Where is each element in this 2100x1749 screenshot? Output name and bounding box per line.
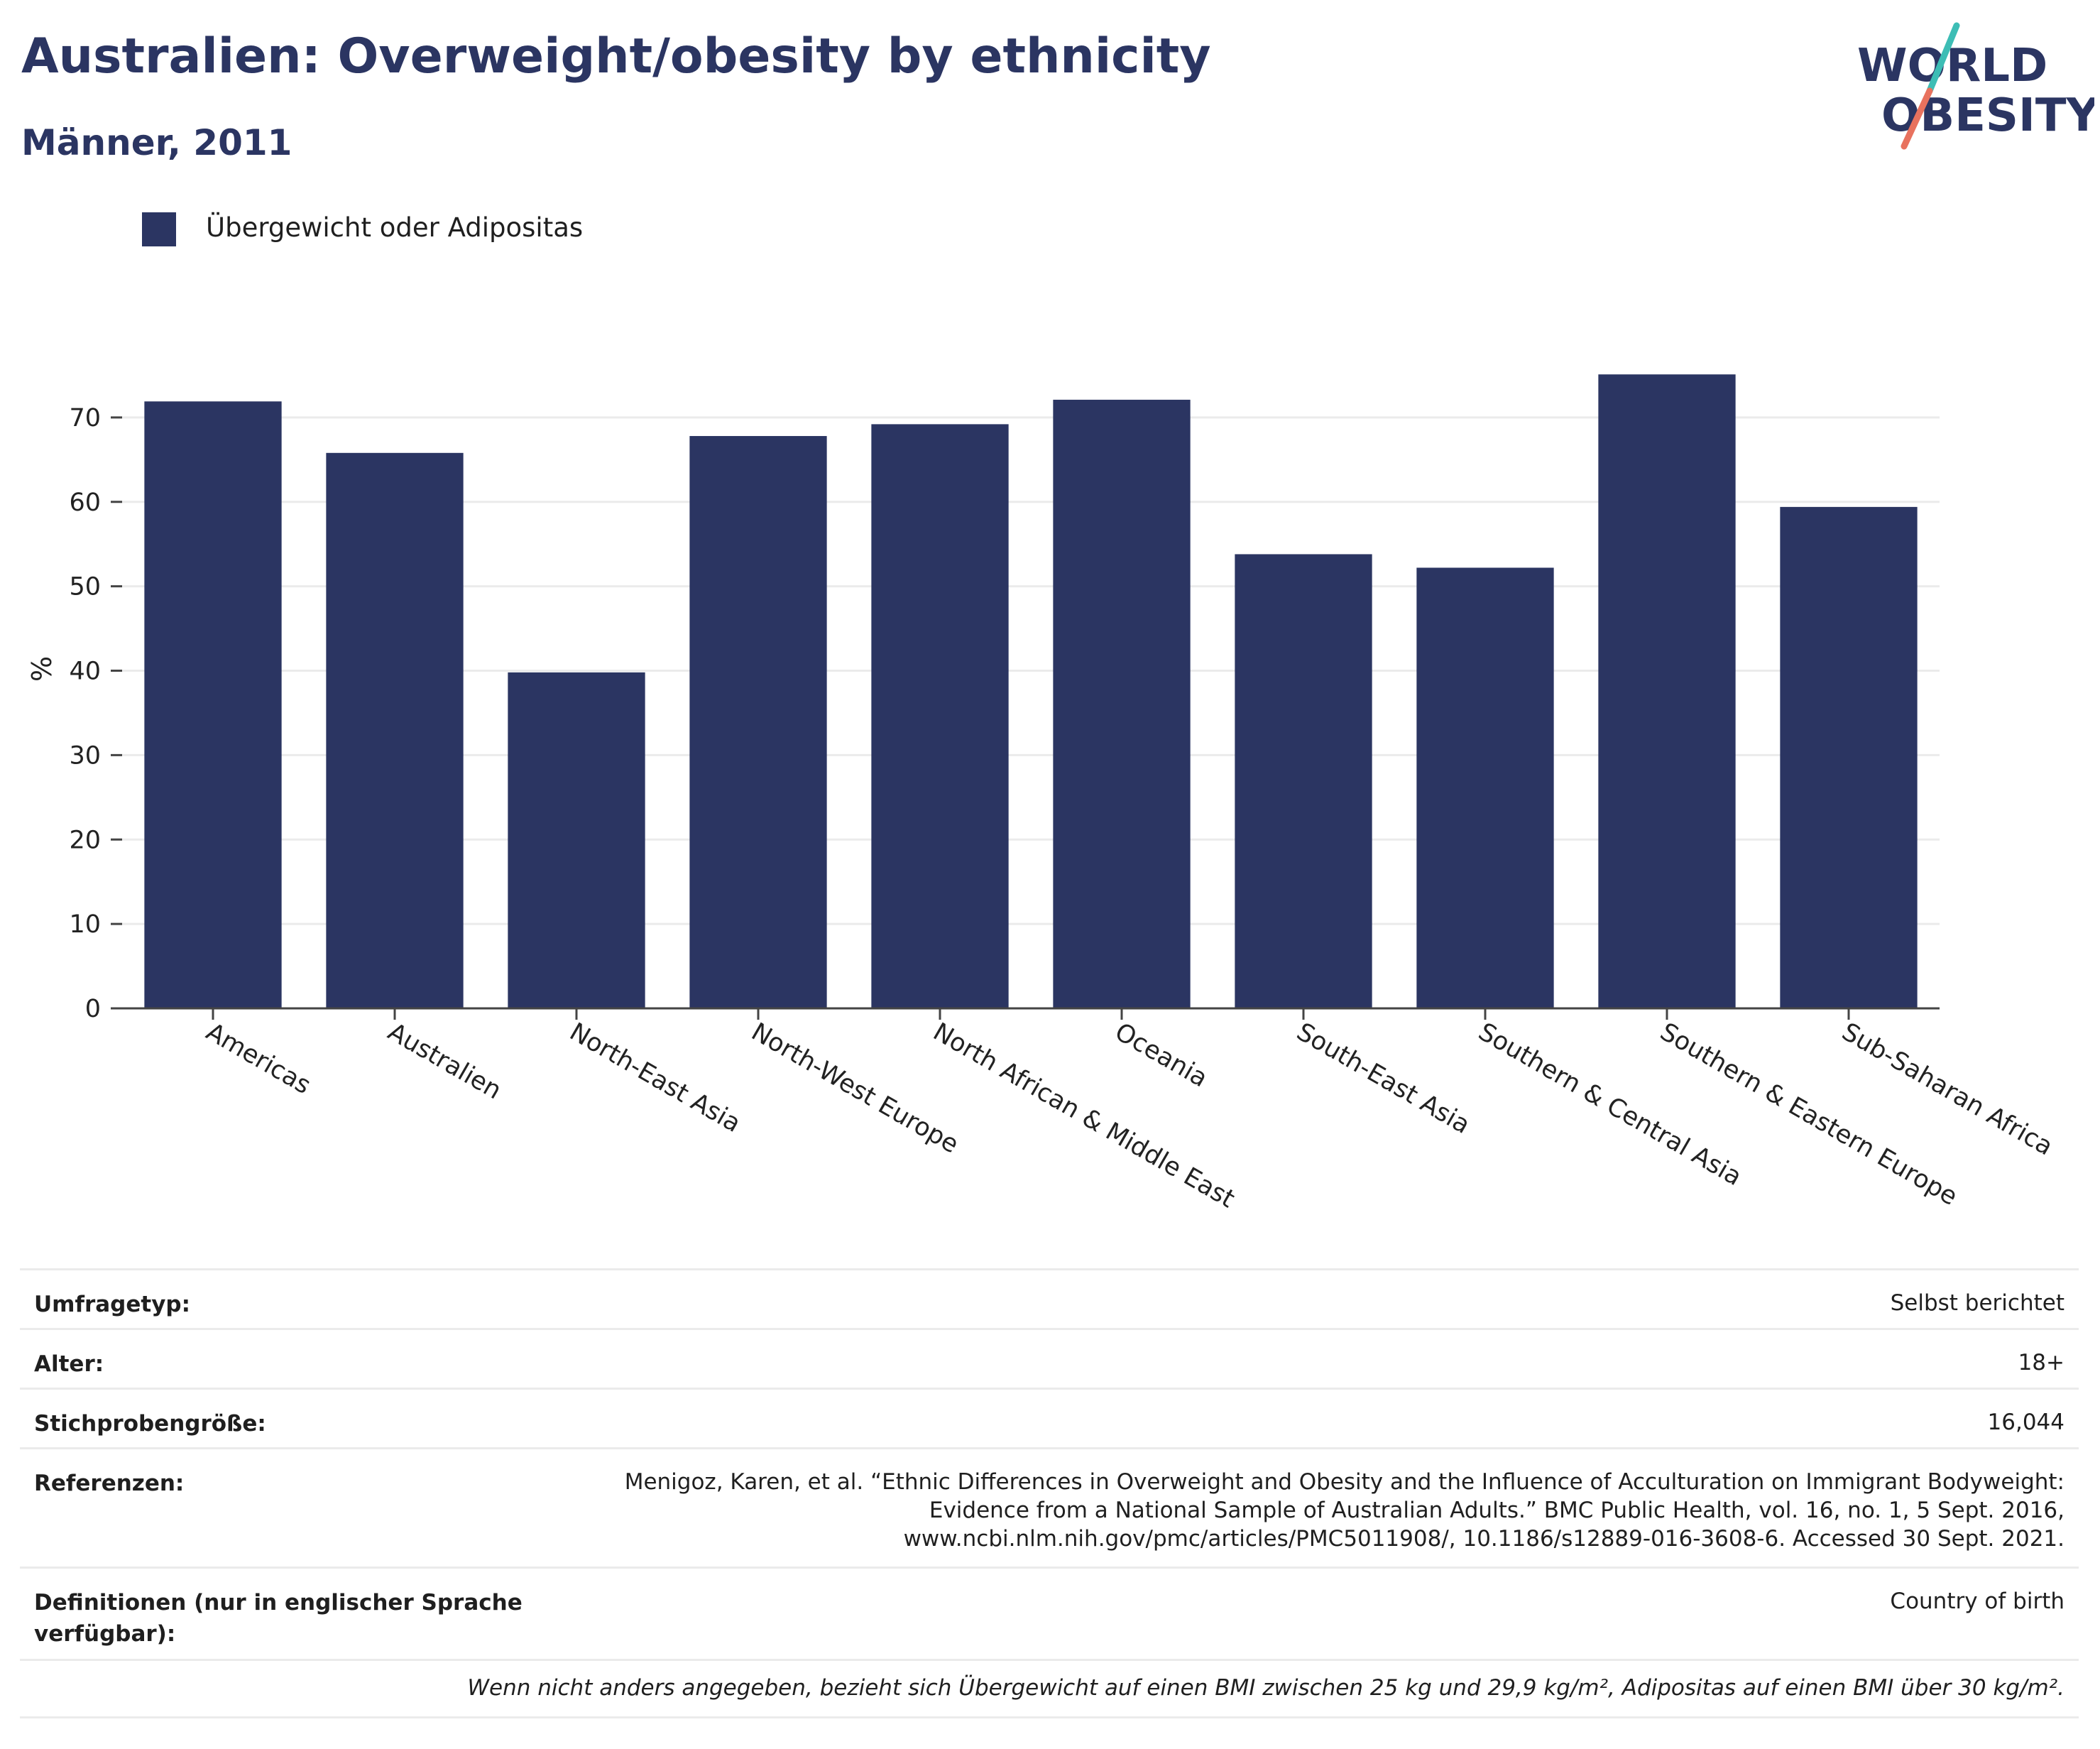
legend-label: Übergewicht oder Adipositas [206, 212, 584, 243]
x-tick-label: Southern & Eastern Europe [1656, 1018, 1962, 1211]
info-table: Umfragetyp: Selbst berichtet Alter: 18+ … [20, 1268, 2079, 1718]
bar [1598, 374, 1736, 1008]
legend-swatch [142, 212, 176, 246]
y-tick-label: 30 [69, 741, 101, 770]
info-label: Definitionen (nur in englischer Sprache … [34, 1587, 545, 1650]
y-axis-title: % [26, 656, 58, 682]
info-value: Menigoz, Karen, et al. “Ethnic Differenc… [625, 1468, 2065, 1553]
y-tick-label: 50 [69, 573, 101, 601]
bars [144, 374, 1918, 1008]
info-value: Country of birth [1890, 1589, 2065, 1614]
x-tick-label: Oceania [1110, 1018, 1213, 1093]
bar-chart: 0 10 20 30 40 50 60 70 Americas Australien North-E… [26, 374, 2057, 1214]
world-obesity-logo: WORLD OBESITY [1857, 22, 2094, 150]
chart-subtitle: Männer, 2011 [21, 122, 292, 163]
logo-slash-teal [1926, 22, 1960, 94]
x-tick-label: North-East Asia [565, 1018, 745, 1138]
bar [1416, 567, 1554, 1008]
logo-word-world: WORLD [1857, 40, 2047, 92]
info-label: Stichprobengröße: [34, 1411, 266, 1437]
info-value: 16,044 [1987, 1410, 2065, 1435]
bar [1235, 554, 1372, 1008]
y-tick-label: 70 [69, 404, 101, 432]
info-row-references: Referenzen: Menigoz, Karen, et al. “Ethn… [20, 1447, 2079, 1567]
bar [689, 436, 827, 1008]
x-tick-label: South-East Asia [1292, 1018, 1475, 1140]
y-tick-label: 20 [69, 826, 101, 854]
bar [326, 452, 464, 1008]
bar [144, 401, 282, 1008]
info-row-sample-size: Stichprobengröße: 16,044 [20, 1388, 2079, 1447]
info-row-definitions: Definitionen (nur in englischer Sprache … [20, 1567, 2079, 1659]
reference-line: Evidence from a National Sample of Austr… [929, 1498, 2065, 1523]
y-tick-label: 10 [69, 910, 101, 939]
bar [871, 424, 1009, 1008]
footnote: Wenn nicht anders angegeben, bezieht sic… [20, 1659, 2079, 1718]
x-tick-label: Americas [202, 1018, 316, 1100]
info-label: Umfragetyp: [34, 1292, 190, 1317]
info-row-age: Alter: 18+ [20, 1328, 2079, 1388]
logo-word-obesity: OBESITY [1881, 89, 2094, 142]
x-tick-label: North African & Middle East [929, 1018, 1240, 1214]
chart-title: Australien: Overweight/obesity by ethnic… [21, 28, 1211, 85]
y-tick-label: 0 [85, 995, 101, 1023]
y-tick-label: 60 [69, 489, 101, 517]
info-value: 18+ [2018, 1350, 2065, 1375]
reference-line: www.ncbi.nlm.nih.gov/pmc/articles/PMC501… [903, 1526, 2065, 1552]
info-label: Alter: [34, 1351, 104, 1377]
logo-slash-coral [1901, 87, 1933, 150]
definition-label-line: Definitionen (nur in englischer Sprache [34, 1590, 523, 1615]
info-label: Referenzen: [34, 1471, 185, 1496]
bar [1053, 399, 1191, 1008]
bar [1780, 506, 1918, 1008]
y-tick-label: 40 [69, 658, 101, 686]
definition-label-line: verfügbar): [34, 1621, 176, 1647]
info-row-survey-type: Umfragetyp: Selbst berichtet [20, 1268, 2079, 1328]
info-value: Selbst berichtet [1890, 1290, 2065, 1316]
reference-line: Menigoz, Karen, et al. “Ethnic Differenc… [624, 1469, 2065, 1495]
bar [508, 672, 645, 1008]
x-tick-label: Australien [383, 1018, 506, 1105]
